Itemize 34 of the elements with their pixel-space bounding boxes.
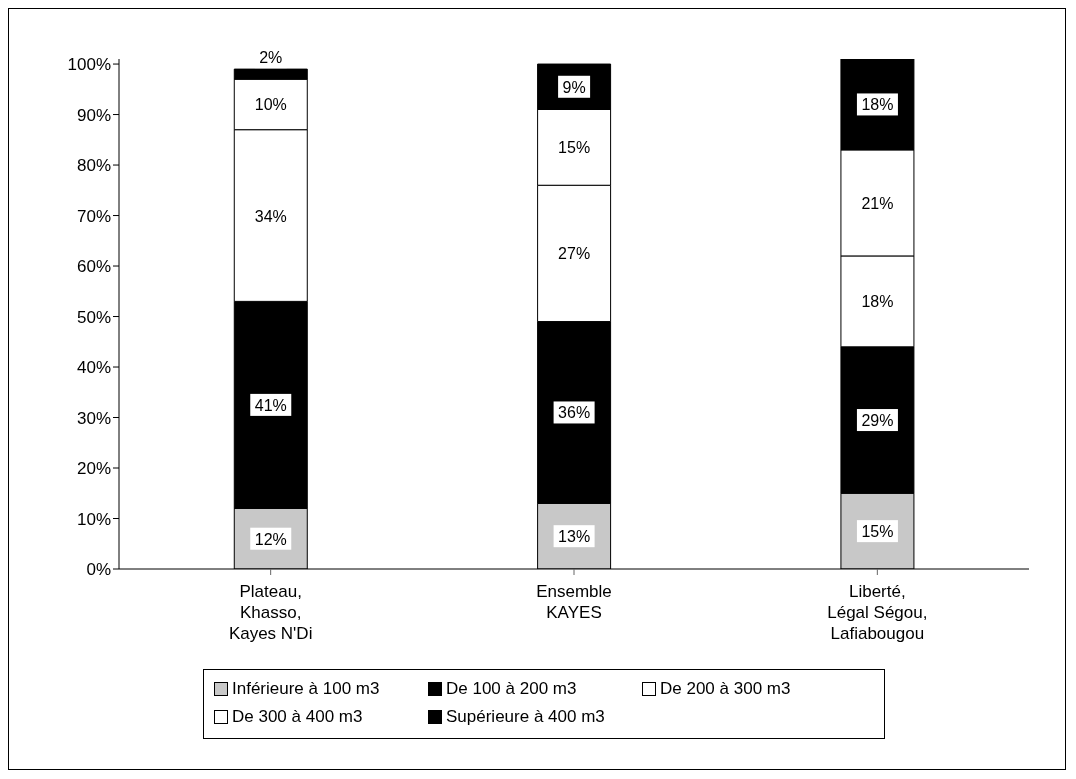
y-tick-label: 80% (76, 156, 111, 176)
data-label: 15% (861, 523, 894, 541)
y-tick-label: 0% (86, 560, 111, 580)
data-label: 15% (558, 139, 591, 157)
data-label: 18% (861, 293, 894, 311)
y-tick-label: 10% (76, 509, 111, 529)
y-tick-label: 60% (76, 257, 111, 277)
data-label: 12% (254, 530, 287, 548)
y-tick-label: 50% (76, 307, 111, 327)
legend-label: De 100 à 200 m3 (445, 678, 578, 700)
data-label: 41% (254, 396, 287, 414)
x-tick-label: Liberté, Légal Ségou, Lafiabougou (827, 582, 928, 643)
y-tick-label: 20% (76, 459, 111, 479)
y-tick-label: 90% (76, 105, 111, 125)
data-label: 2% (259, 49, 283, 67)
data-label: 13% (558, 528, 591, 546)
x-tick-label: Plateau, Khasso, Kayes N'Di (228, 582, 313, 643)
legend-label: De 200 à 300 m3 (659, 678, 792, 700)
x-tick-label: Ensemble KAYES (536, 582, 612, 622)
data-label: 9% (562, 78, 586, 96)
y-tick-label: 30% (76, 408, 111, 428)
data-label: 29% (861, 412, 894, 430)
y-tick-label: 70% (76, 206, 111, 226)
data-label: 36% (558, 404, 591, 422)
legend-label: Supérieure à 400 m3 (445, 706, 606, 728)
data-label: 18% (861, 96, 894, 114)
data-label: 10% (254, 96, 287, 114)
data-label: 21% (861, 194, 894, 212)
y-tick-label: 100% (67, 55, 111, 75)
legend-label: Inférieure à 100 m3 (231, 678, 381, 700)
y-tick-label: 40% (76, 358, 111, 378)
legend-label: De 300 à 400 m3 (231, 706, 364, 728)
data-label: 34% (254, 207, 287, 225)
data-label: 27% (558, 245, 591, 263)
